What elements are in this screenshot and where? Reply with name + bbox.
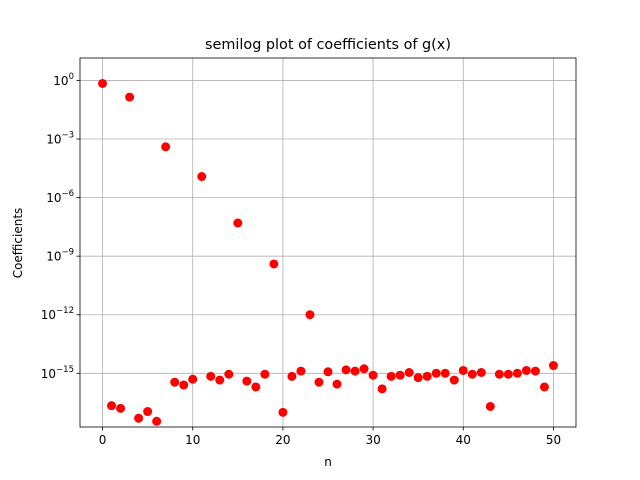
x-tick-label: 20 xyxy=(275,433,290,447)
x-tick-label: 50 xyxy=(546,433,561,447)
x-tick-label: 10 xyxy=(185,433,200,447)
data-point xyxy=(296,366,306,376)
data-point xyxy=(521,365,531,375)
data-point xyxy=(359,364,369,374)
data-point xyxy=(341,365,351,375)
data-point xyxy=(512,368,522,378)
data-point xyxy=(197,172,207,182)
y-axis-label: Coefficients xyxy=(11,208,25,279)
data-point xyxy=(269,259,279,269)
data-point xyxy=(143,407,153,417)
data-point xyxy=(485,401,495,411)
data-point xyxy=(476,368,486,377)
x-axis-label: n xyxy=(324,455,332,469)
data-point xyxy=(467,369,477,379)
data-point xyxy=(377,384,387,394)
data-point xyxy=(440,368,450,378)
data-point xyxy=(161,142,171,152)
y-tick-label: 10−9 xyxy=(46,248,74,264)
data-point xyxy=(530,366,540,376)
data-point xyxy=(422,371,432,381)
y-tick-label: 100 xyxy=(53,72,74,88)
y-tick-label: 10−6 xyxy=(46,189,74,205)
data-point xyxy=(251,382,261,392)
data-point xyxy=(134,413,144,423)
data-point xyxy=(314,377,324,387)
grid-lines xyxy=(80,58,576,427)
data-point xyxy=(458,365,468,375)
data-point xyxy=(233,218,243,228)
x-tick-label: 40 xyxy=(456,433,471,447)
data-point xyxy=(548,361,558,371)
y-tick-label: 10−3 xyxy=(46,131,74,147)
data-point xyxy=(278,407,288,417)
data-point xyxy=(431,368,441,378)
plot-frame xyxy=(79,57,577,428)
data-point xyxy=(215,375,225,385)
data-point xyxy=(503,369,513,379)
data-point xyxy=(170,377,180,387)
x-tick-label: 30 xyxy=(365,433,380,447)
y-tick-label: 10−12 xyxy=(41,306,74,322)
data-point xyxy=(413,373,423,383)
axis-ticks xyxy=(76,80,554,431)
data-point xyxy=(107,401,117,411)
data-point xyxy=(224,369,234,379)
data-point xyxy=(305,310,315,320)
data-point xyxy=(125,92,135,102)
chart-title: semilog plot of coefficients of g(x) xyxy=(205,37,451,53)
y-tick-labels: 100 10−3 10−6 10−9 10−12 10−15 xyxy=(41,72,74,381)
data-point xyxy=(152,416,162,426)
data-points xyxy=(98,78,558,426)
data-point xyxy=(116,403,126,413)
data-point xyxy=(323,367,333,377)
data-point xyxy=(350,366,360,376)
data-point xyxy=(206,371,216,381)
data-point xyxy=(242,376,252,386)
data-point xyxy=(395,370,405,380)
data-point xyxy=(98,78,108,88)
data-point xyxy=(404,368,414,377)
data-point xyxy=(332,379,342,389)
data-point xyxy=(188,374,198,384)
data-point xyxy=(494,369,504,379)
y-tick-label: 10−15 xyxy=(41,365,74,381)
x-tick-labels: 0 10 20 30 40 50 xyxy=(99,433,561,447)
data-point xyxy=(368,370,378,380)
data-point xyxy=(386,371,396,381)
data-point xyxy=(539,382,549,392)
x-tick-label: 0 xyxy=(99,433,107,447)
data-point xyxy=(179,380,189,390)
data-point xyxy=(287,371,297,381)
data-point xyxy=(449,375,459,385)
data-point xyxy=(260,369,270,379)
